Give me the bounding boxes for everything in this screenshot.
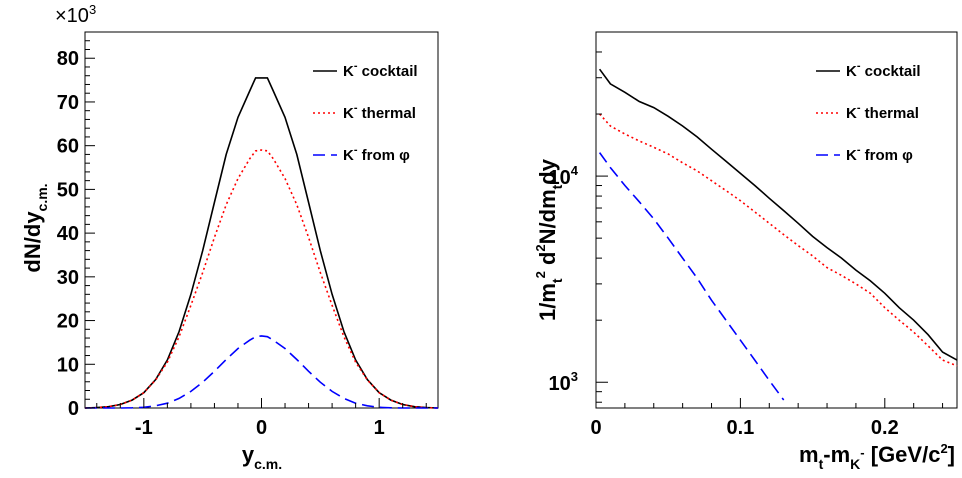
left-series-line-1 — [84, 149, 439, 409]
left-x-tick-label: 1 — [374, 417, 385, 439]
left-legend-label-2: K- from φ — [343, 144, 410, 164]
left-y-tick-label: 10 — [57, 354, 79, 376]
left-y-axis-label: dN/dyc.m. — [20, 183, 50, 272]
right-plot-area — [598, 68, 958, 401]
left-y-tick-label: 30 — [57, 267, 79, 289]
left-series-line-0 — [84, 77, 439, 409]
left-legend-label-1: K- thermal — [343, 102, 416, 122]
right-legend-label-0: K- cocktail — [846, 60, 921, 80]
left-y-tick-label: 70 — [57, 92, 79, 114]
left-plot-frame — [84, 31, 439, 409]
right-y-axis-label: 1/mt2 d2N/dmtdy — [533, 158, 565, 321]
left-y-tick-label: 20 — [57, 311, 79, 333]
left-plot-area — [84, 77, 439, 409]
right-y-tick-label: 104 — [549, 163, 579, 189]
left-axes: 0 10 20 30 40 50 60 70 80 -1 0 1 — [57, 40, 427, 439]
left-y-tick-label: 60 — [57, 136, 79, 158]
right-legend-label-1: K- thermal — [846, 102, 919, 122]
left-y-multiplier: ×103 — [55, 2, 96, 27]
left-x-tick-label: -1 — [135, 417, 153, 439]
right-series-line-2 — [598, 152, 785, 401]
right-x-axis-label: mt-mK- [GeV/c2] — [799, 441, 955, 472]
right-x-tick-label: 0.1 — [726, 417, 754, 439]
right-series-line-0 — [598, 68, 958, 361]
left-y-tick-label: 0 — [68, 398, 79, 420]
left-y-tick-label: 80 — [57, 48, 79, 70]
right-axes: 0 0.1 0.2 103 104 — [549, 51, 944, 439]
right-x-tick-label: 0.2 — [871, 417, 899, 439]
right-legend: K- cocktail K- thermal K- from φ — [816, 60, 921, 164]
left-x-axis-label: yc.m. — [242, 442, 282, 472]
left-series-line-2 — [85, 335, 438, 409]
right-y-tick-label: 103 — [549, 369, 578, 395]
left-y-tick-label: 40 — [57, 223, 79, 245]
left-x-tick-label: 0 — [256, 417, 267, 439]
left-legend: K- cocktail K- thermal K- from φ — [313, 60, 418, 164]
left-legend-label-0: K- cocktail — [343, 60, 418, 80]
left-y-tick-label: 50 — [57, 179, 79, 201]
right-legend-label-2: K- from φ — [846, 144, 913, 164]
right-x-tick-label: 0 — [590, 417, 601, 439]
right-plot-frame — [595, 31, 958, 409]
